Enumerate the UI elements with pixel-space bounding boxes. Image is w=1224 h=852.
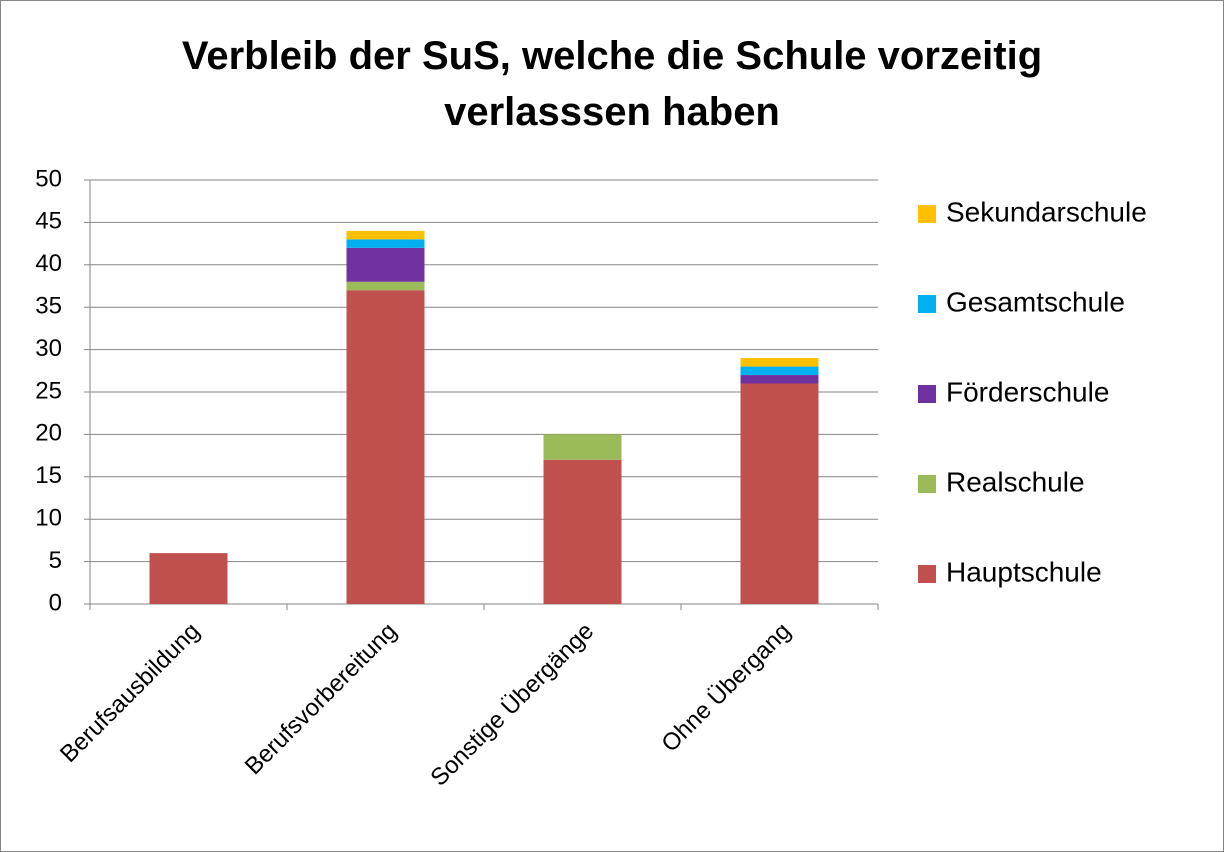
y-tick-label: 10 bbox=[35, 505, 62, 532]
legend-swatch bbox=[918, 475, 936, 493]
y-tick-label: 25 bbox=[35, 377, 62, 404]
legend-label: Förderschule bbox=[946, 376, 1109, 407]
bar-segment bbox=[740, 383, 819, 604]
bar-segment bbox=[346, 230, 425, 240]
legend-swatch bbox=[918, 385, 936, 403]
chart-title: Verbleib der SuS, welche die Schule vorz… bbox=[181, 34, 1043, 134]
legend-label: Sekundarschule bbox=[946, 196, 1147, 227]
bar-segment bbox=[346, 281, 425, 291]
y-tick-label: 5 bbox=[49, 547, 62, 574]
y-tick-label: 40 bbox=[35, 250, 62, 277]
y-tick-label: 0 bbox=[49, 589, 62, 616]
y-tick-label: 45 bbox=[35, 208, 62, 235]
y-tick-label: 15 bbox=[35, 462, 62, 489]
legend-label: Gesamtschule bbox=[946, 286, 1125, 317]
bar-segment bbox=[543, 434, 622, 460]
bar-segment bbox=[740, 366, 819, 376]
bar-segment bbox=[346, 247, 425, 282]
legend-label: Realschule bbox=[946, 466, 1085, 497]
bar-segment bbox=[543, 459, 622, 604]
bar-segment bbox=[740, 358, 819, 367]
bar-segment bbox=[149, 553, 228, 604]
legend-swatch bbox=[918, 295, 936, 313]
y-tick-label: 30 bbox=[35, 335, 62, 362]
bar-segment bbox=[346, 290, 425, 604]
legend-label: Hauptschule bbox=[946, 556, 1102, 587]
y-tick-label: 20 bbox=[35, 420, 62, 447]
bar-segment bbox=[740, 375, 819, 384]
legend-swatch bbox=[918, 565, 936, 583]
y-tick-label: 50 bbox=[35, 165, 62, 192]
bar-segment bbox=[346, 239, 425, 248]
legend-swatch bbox=[918, 205, 936, 223]
y-tick-label: 35 bbox=[35, 293, 62, 320]
